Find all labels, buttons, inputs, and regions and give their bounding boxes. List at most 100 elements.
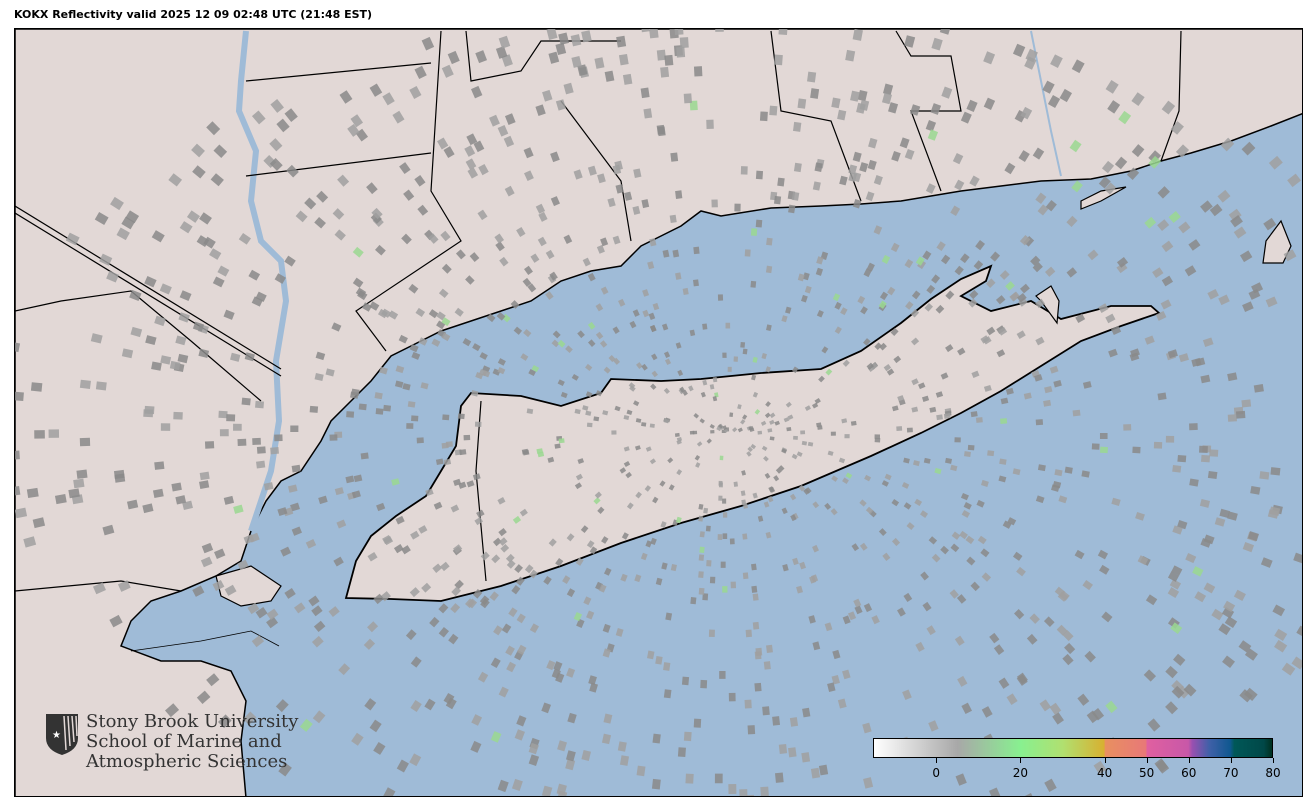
- radar-echo: [54, 494, 67, 505]
- radar-echo: [373, 741, 386, 755]
- radar-echo: [967, 444, 975, 451]
- radar-echo: [274, 273, 286, 284]
- radar-echo: [800, 430, 806, 435]
- radar-map[interactable]: [14, 28, 1303, 797]
- logo-line-2: School of Marine and: [86, 731, 282, 752]
- radar-echo: [396, 759, 409, 773]
- radar-echo: [996, 349, 1006, 358]
- radar-echo: [717, 294, 724, 301]
- radar-echo: [765, 265, 773, 274]
- radar-echo: [523, 147, 534, 159]
- radar-echo: [1157, 219, 1170, 232]
- radar-echo: [563, 234, 573, 244]
- radar-echo: [212, 579, 225, 592]
- colorbar-tick: [1230, 758, 1232, 763]
- radar-echo: [201, 542, 214, 554]
- radar-echo: [557, 339, 566, 348]
- radar-echo: [403, 189, 415, 201]
- radar-echo: [1000, 397, 1009, 405]
- radar-echo: [1101, 160, 1115, 174]
- radar-echo: [741, 470, 747, 476]
- radar-echo: [689, 100, 698, 111]
- radar-echo: [615, 628, 624, 637]
- radar-echo: [291, 464, 301, 473]
- radar-echo: [781, 507, 788, 515]
- radar-echo: [217, 714, 232, 729]
- radar-echo: [270, 447, 279, 455]
- radar-echo: [555, 42, 567, 56]
- radar-echo: [1228, 208, 1242, 222]
- radar-echo: [489, 114, 500, 127]
- radar-echo: [718, 495, 723, 501]
- radar-echo: [878, 528, 887, 537]
- radar-echo: [1224, 616, 1238, 629]
- radar-echo: [375, 408, 384, 415]
- radar-echo: [884, 473, 892, 481]
- radar-echo: [1071, 59, 1085, 74]
- radar-echo: [1175, 144, 1190, 158]
- radar-echo: [1161, 100, 1176, 115]
- radar-echo: [1239, 250, 1253, 263]
- radar-echo: [1167, 587, 1180, 598]
- radar-echo: [652, 733, 661, 744]
- radar-echo: [351, 732, 364, 746]
- radar-echo: [769, 436, 775, 441]
- radar-echo: [618, 298, 626, 307]
- radar-echo: [679, 37, 689, 49]
- radar-echo: [587, 272, 596, 282]
- radar-echo: [472, 473, 481, 481]
- radar-echo: [960, 492, 969, 501]
- radar-echo: [1064, 642, 1076, 655]
- radar-echo: [699, 531, 705, 538]
- radar-echo: [237, 559, 249, 571]
- radar-echo: [23, 536, 37, 548]
- radar-echo: [493, 625, 503, 636]
- radar-echo: [252, 437, 261, 446]
- radar-echo: [966, 556, 976, 566]
- radar-echo: [1244, 648, 1258, 661]
- radar-echo: [693, 246, 700, 255]
- radar-echo: [949, 589, 959, 599]
- radar-echo: [284, 108, 298, 122]
- radar-echo: [79, 379, 91, 389]
- radar-echo: [375, 244, 386, 256]
- radar-echo: [255, 607, 268, 619]
- radar-echo: [130, 326, 143, 338]
- radar-echo: [529, 569, 538, 579]
- radar-echo: [369, 719, 382, 733]
- radar-echo: [761, 352, 767, 360]
- radar-echo: [1170, 121, 1184, 135]
- radar-echo: [573, 169, 583, 180]
- radar-echo: [1274, 639, 1288, 653]
- radar-echo: [848, 172, 858, 182]
- radar-echo: [765, 531, 772, 539]
- radar-echo: [217, 265, 230, 277]
- radar-echo: [1200, 454, 1211, 463]
- radar-echo: [931, 274, 941, 284]
- radar-echo: [511, 778, 523, 791]
- radar-echo: [537, 236, 547, 247]
- radar-echo: [168, 173, 183, 187]
- radar-echo: [1268, 155, 1283, 170]
- radar-echo: [968, 298, 978, 308]
- radar-echo: [1169, 579, 1182, 590]
- radar-echo: [472, 588, 483, 599]
- radar-echo: [740, 166, 748, 175]
- radar-echo: [1075, 313, 1086, 324]
- radar-echo: [1111, 497, 1121, 506]
- radar-echo: [1218, 623, 1231, 636]
- radar-echo: [401, 233, 412, 245]
- radar-echo: [114, 473, 126, 483]
- radar-echo: [924, 302, 934, 312]
- radar-echo: [661, 562, 668, 570]
- radar-echo: [1054, 469, 1063, 477]
- radar-echo: [619, 755, 630, 766]
- radar-echo: [277, 507, 288, 517]
- radar-echo: [693, 413, 700, 419]
- radar-echo: [1218, 294, 1230, 306]
- radar-echo: [626, 502, 634, 510]
- radar-echo: [490, 657, 501, 669]
- radar-echo: [1035, 298, 1046, 309]
- radar-echo: [542, 89, 553, 102]
- radar-echo: [1283, 249, 1297, 262]
